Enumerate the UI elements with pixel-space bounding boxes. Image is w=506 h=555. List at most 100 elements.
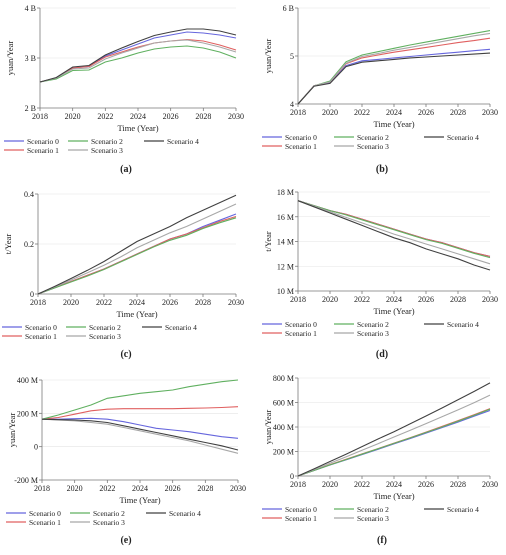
- x-tick-label: 2024: [132, 484, 148, 493]
- panel-caption: (e): [120, 535, 131, 546]
- x-tick-label: 2028: [195, 112, 211, 121]
- legend-item-scenario-1: Scenario 1: [2, 332, 57, 341]
- series-line-scenario-4: [297, 382, 491, 477]
- x-tick-label: 2020: [67, 484, 83, 493]
- legend-label: Scenario 2: [89, 323, 121, 332]
- series-line-scenario-1: [39, 38, 237, 83]
- x-tick-label: 2028: [450, 108, 466, 117]
- y-tick-label: 400 M: [17, 376, 38, 385]
- x-tick-label: 2026: [418, 108, 434, 117]
- x-tick-label: 2020: [63, 298, 79, 307]
- series-line-scenario-0: [297, 48, 491, 105]
- legend-label: Scenario 1: [25, 332, 57, 341]
- series-line-scenario-2: [39, 45, 237, 83]
- legend-item-scenario-3: Scenario 3: [334, 329, 389, 338]
- legend-label: Scenario 3: [93, 518, 125, 527]
- legend-item-scenario-0: Scenario 0: [262, 505, 317, 514]
- legend-label: Scenario 1: [285, 142, 317, 151]
- x-tick-label: 2028: [450, 295, 466, 304]
- legend-item-scenario-0: Scenario 0: [2, 323, 57, 332]
- legend-item-scenario-1: Scenario 1: [6, 518, 61, 527]
- legend-label: Scenario 0: [25, 323, 57, 332]
- legend-item-scenario-2: Scenario 2: [334, 505, 389, 514]
- panel-caption: (b): [376, 164, 388, 175]
- x-tick-label: 2028: [197, 484, 213, 493]
- y-tick-label: 14 M: [277, 238, 294, 247]
- legend-label: Scenario 0: [29, 509, 61, 518]
- legend-item-scenario-2: Scenario 2: [334, 320, 389, 329]
- x-tick-label: 2018: [290, 480, 306, 489]
- legend-item-scenario-3: Scenario 3: [70, 518, 125, 527]
- legend-label: Scenario 1: [285, 514, 317, 523]
- x-tick-label: 2022: [99, 484, 115, 493]
- y-tick-label: 18 M: [277, 188, 294, 197]
- y-tick-label: 0.2: [24, 240, 34, 249]
- legend-item-scenario-0: Scenario 0: [262, 320, 317, 329]
- series-line-scenario-4: [37, 194, 237, 295]
- series-line-scenario-2: [297, 408, 491, 477]
- y-tick-label: 0: [30, 290, 34, 299]
- series-line-scenario-3: [297, 394, 491, 477]
- y-tick-label: 2 B: [25, 104, 36, 113]
- chart-panel-b: 4 5 6 B 2018 2020 2022 2024 2026 2028 2030 Time (Y…: [262, 4, 498, 175]
- legend-label: Scenario 4: [447, 505, 479, 514]
- series-line-scenario-3: [41, 418, 239, 454]
- panel-caption: (a): [120, 164, 132, 175]
- legend-item-scenario-4: Scenario 4: [424, 320, 479, 329]
- series-line-scenario-3: [297, 32, 491, 105]
- x-tick-label: 2018: [32, 112, 48, 121]
- y-tick-label: 0: [290, 472, 294, 481]
- x-tick-label: 2026: [418, 480, 434, 489]
- series-line-scenario-2: [297, 200, 491, 259]
- x-axis-title: Time (Year): [373, 306, 414, 316]
- chart-panel-c: 0 0.2 0.4 2018 2020 2022 2024 2026 2028 2030 Time …: [2, 190, 244, 360]
- y-tick-label: 16 M: [277, 213, 294, 222]
- series-line-scenario-4: [297, 200, 491, 271]
- x-tick-label: 2030: [230, 484, 246, 493]
- y-tick-label: 10 M: [277, 287, 294, 296]
- series-line-scenario-0: [42, 417, 239, 439]
- series-line-scenario-0: [39, 31, 237, 83]
- legend-label: Scenario 2: [357, 505, 389, 514]
- x-tick-label: 2024: [129, 298, 145, 307]
- legend-item-scenario-2: Scenario 2: [334, 133, 389, 142]
- panel-caption: (d): [376, 349, 388, 360]
- y-tick-label: 400 M: [273, 423, 294, 432]
- legend-label: Scenario 3: [357, 142, 389, 151]
- legend-item-scenario-3: Scenario 3: [68, 146, 123, 155]
- legend-item-scenario-0: Scenario 0: [6, 509, 61, 518]
- x-tick-label: 2018: [290, 295, 306, 304]
- y-tick-label: 5: [290, 52, 294, 61]
- x-tick-label: 2024: [386, 295, 402, 304]
- series-line-scenario-3: [297, 200, 491, 265]
- series-line-scenario-1: [41, 406, 239, 420]
- x-axis-title: Time (Year): [373, 491, 414, 501]
- legend-label: Scenario 1: [29, 518, 61, 527]
- x-tick-label: 2020: [322, 480, 338, 489]
- legend-item-scenario-4: Scenario 4: [142, 323, 197, 332]
- x-tick-label: 2018: [30, 298, 46, 307]
- y-axis-title: t/Year: [263, 231, 273, 252]
- y-tick-label: 0: [34, 443, 38, 452]
- series-line-scenario-1: [37, 215, 237, 295]
- y-tick-label: 200 M: [17, 409, 38, 418]
- legend-item-scenario-2: Scenario 2: [70, 509, 125, 518]
- y-tick-label: 4: [290, 100, 294, 109]
- x-tick-label: 2020: [322, 108, 338, 117]
- y-tick-label: 3 B: [25, 54, 36, 63]
- legend-item-scenario-4: Scenario 4: [146, 509, 201, 518]
- x-tick-label: 2022: [96, 298, 112, 307]
- y-tick-label: 200 M: [273, 448, 294, 457]
- legend-label: Scenario 3: [91, 146, 123, 155]
- legend-label: Scenario 2: [357, 133, 389, 142]
- x-tick-label: 2018: [290, 108, 306, 117]
- legend-item-scenario-3: Scenario 3: [334, 514, 389, 523]
- legend-label: Scenario 2: [357, 320, 389, 329]
- legend-item-scenario-4: Scenario 4: [424, 133, 479, 142]
- x-tick-label: 2030: [482, 295, 498, 304]
- x-tick-label: 2030: [228, 112, 244, 121]
- legend-label: Scenario 0: [27, 137, 59, 146]
- y-axis-title: yuan/Year: [263, 39, 273, 74]
- y-tick-label: 600 M: [273, 399, 294, 408]
